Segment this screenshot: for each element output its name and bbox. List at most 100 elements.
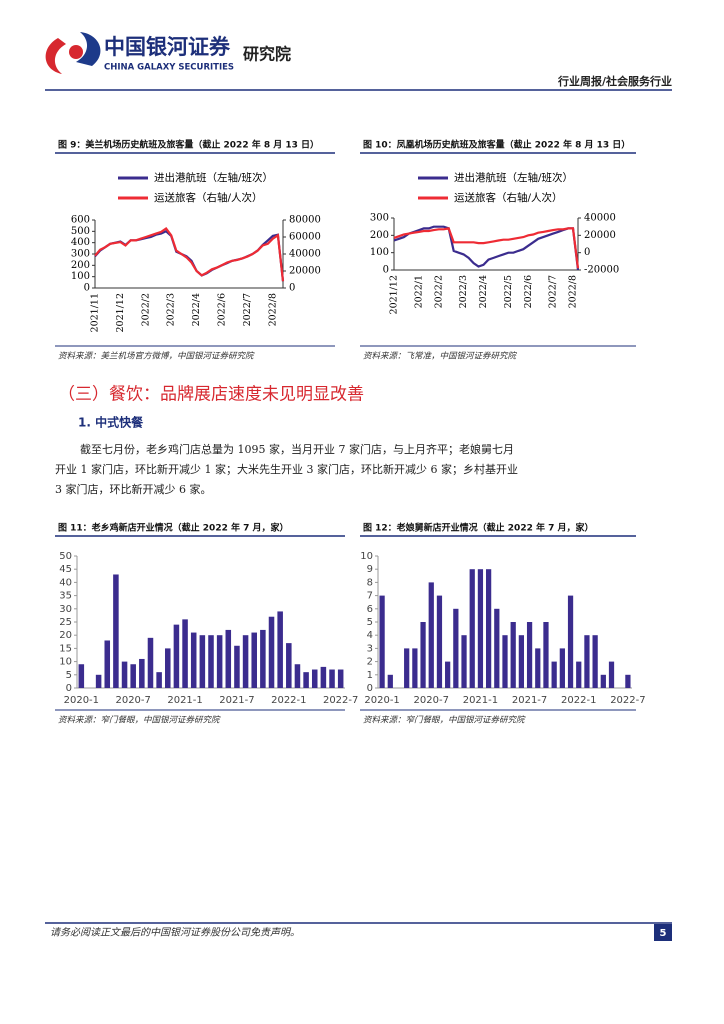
bar — [121, 661, 128, 688]
legend-label: 运送旅客（右轴/人次） — [154, 191, 263, 204]
bar — [234, 645, 240, 688]
bar — [412, 648, 418, 688]
y-tick-label: 0 — [66, 683, 72, 694]
y-tick-label: 40 — [59, 577, 72, 588]
logo — [45, 32, 101, 74]
bar — [600, 674, 606, 688]
bar — [453, 608, 459, 688]
bar — [518, 635, 525, 688]
y-tick-label: 500 — [71, 226, 90, 237]
y-tick-label: 0 — [84, 283, 90, 294]
x-tick-label: 2021-1 — [463, 695, 498, 706]
y-tick-label: 0 — [367, 683, 373, 694]
x-tick-label: 2020-1 — [364, 695, 399, 706]
x-tick-label: 2022/3 — [458, 275, 469, 308]
bar — [147, 637, 154, 688]
x-tick-label: 2020-1 — [64, 695, 99, 706]
figure-caption: 图 11：老乡鸡新店开业情况（截止 2022 年 7 月，家） — [58, 522, 289, 534]
paragraph-line: 截至七月份，老乡鸡门店总量为 1095 家，当月开业 7 家门店，与上月齐平；老… — [80, 442, 514, 456]
subsection-title: 1. 中式快餐 — [78, 415, 144, 430]
x-tick-label: 2021/11 — [90, 293, 101, 332]
x-tick-label: 2022/7 — [242, 293, 253, 326]
bar — [510, 622, 516, 688]
bar — [469, 569, 475, 688]
bar — [436, 595, 443, 688]
y2-tick-label: 20000 — [289, 266, 321, 277]
x-tick-label: 2022-1 — [271, 695, 306, 706]
x-tick-label: 2022-7 — [323, 695, 358, 706]
bar — [311, 669, 318, 688]
x-tick-label: 2022/5 — [503, 275, 514, 308]
y-tick-label: 600 — [71, 215, 90, 226]
x-tick-label: 2021/12 — [115, 293, 126, 332]
x-tick-label: 2021-7 — [219, 695, 254, 706]
y-tick-label: 0 — [383, 265, 389, 276]
bar — [251, 632, 257, 688]
y-tick-label: 30 — [59, 604, 72, 615]
x-tick-label: 2021-1 — [167, 695, 202, 706]
y2-tick-label: -20000 — [584, 265, 619, 276]
y-tick-label: 300 — [71, 249, 90, 260]
data-line — [94, 226, 285, 282]
bar — [199, 635, 206, 688]
y-tick-label: 200 — [370, 230, 389, 241]
bar — [461, 635, 467, 688]
bar — [502, 635, 508, 688]
bar — [130, 664, 136, 688]
figure-source: 资料来源：飞常准，中国银河证券研究院 — [363, 351, 518, 362]
y-tick-label: 8 — [367, 577, 373, 588]
bar — [445, 661, 451, 688]
paragraph-line: 开业 1 家门店，环比新开减少 1 家；大米先生开业 3 家门店，环比新开减少 … — [55, 462, 518, 476]
bar — [156, 672, 162, 688]
x-tick-label: 2022/6 — [523, 275, 534, 308]
bar — [78, 664, 85, 688]
bar — [277, 611, 283, 688]
y-tick-label: 15 — [59, 643, 72, 654]
y-tick-label: 3 — [367, 643, 373, 654]
bar — [608, 661, 615, 688]
bar — [95, 674, 102, 688]
y-tick-label: 100 — [71, 271, 90, 282]
figure-caption: 图 9：美兰机场历史航班及旅客量（截止 2022 年 8 月 13 日） — [58, 139, 319, 151]
y2-tick-label: 0 — [289, 283, 295, 294]
x-tick-label: 2022/1 — [413, 275, 424, 308]
y2-tick-label: 60000 — [289, 232, 321, 243]
institute: 研究院 — [243, 45, 291, 64]
figure-source: 资料来源：窄门餐眼，中国银河证券研究院 — [58, 715, 221, 726]
bar — [260, 629, 266, 688]
bar — [404, 648, 410, 688]
x-tick-label: 2022/2 — [140, 293, 151, 326]
bar — [286, 643, 292, 688]
data-line — [393, 225, 580, 271]
y-tick-label: 5 — [66, 670, 72, 681]
x-tick-label: 2022/4 — [191, 293, 202, 326]
bar — [165, 648, 171, 688]
y2-tick-label: 40000 — [584, 213, 616, 224]
x-tick-label: 2022/8 — [267, 293, 278, 326]
bar — [294, 664, 301, 688]
bar — [485, 569, 492, 688]
x-tick-label: 2022-7 — [610, 695, 645, 706]
y-tick-label: 100 — [370, 247, 389, 258]
bar — [190, 632, 197, 688]
y-tick-label: 50 — [59, 551, 72, 562]
bar — [559, 648, 565, 688]
bar — [303, 672, 309, 688]
bar — [208, 635, 214, 688]
figure-source: 资料来源：美兰机场官方微博，中国银河证券研究院 — [58, 351, 255, 362]
y-tick-label: 10 — [59, 657, 72, 668]
bar — [420, 622, 426, 688]
x-tick-label: 2020-7 — [115, 695, 150, 706]
bar — [625, 674, 631, 688]
figure-source: 资料来源：窄门餐眼，中国银河证券研究院 — [363, 715, 526, 726]
bar — [104, 640, 111, 688]
data-line — [94, 229, 285, 282]
data-line — [393, 227, 580, 269]
bar — [268, 616, 275, 688]
legend-label: 运送旅客（右轴/人次） — [454, 191, 563, 204]
bar — [535, 648, 541, 688]
x-tick-label: 2022/4 — [478, 275, 489, 308]
y-tick-label: 300 — [370, 213, 389, 224]
page-number-box — [654, 924, 672, 941]
